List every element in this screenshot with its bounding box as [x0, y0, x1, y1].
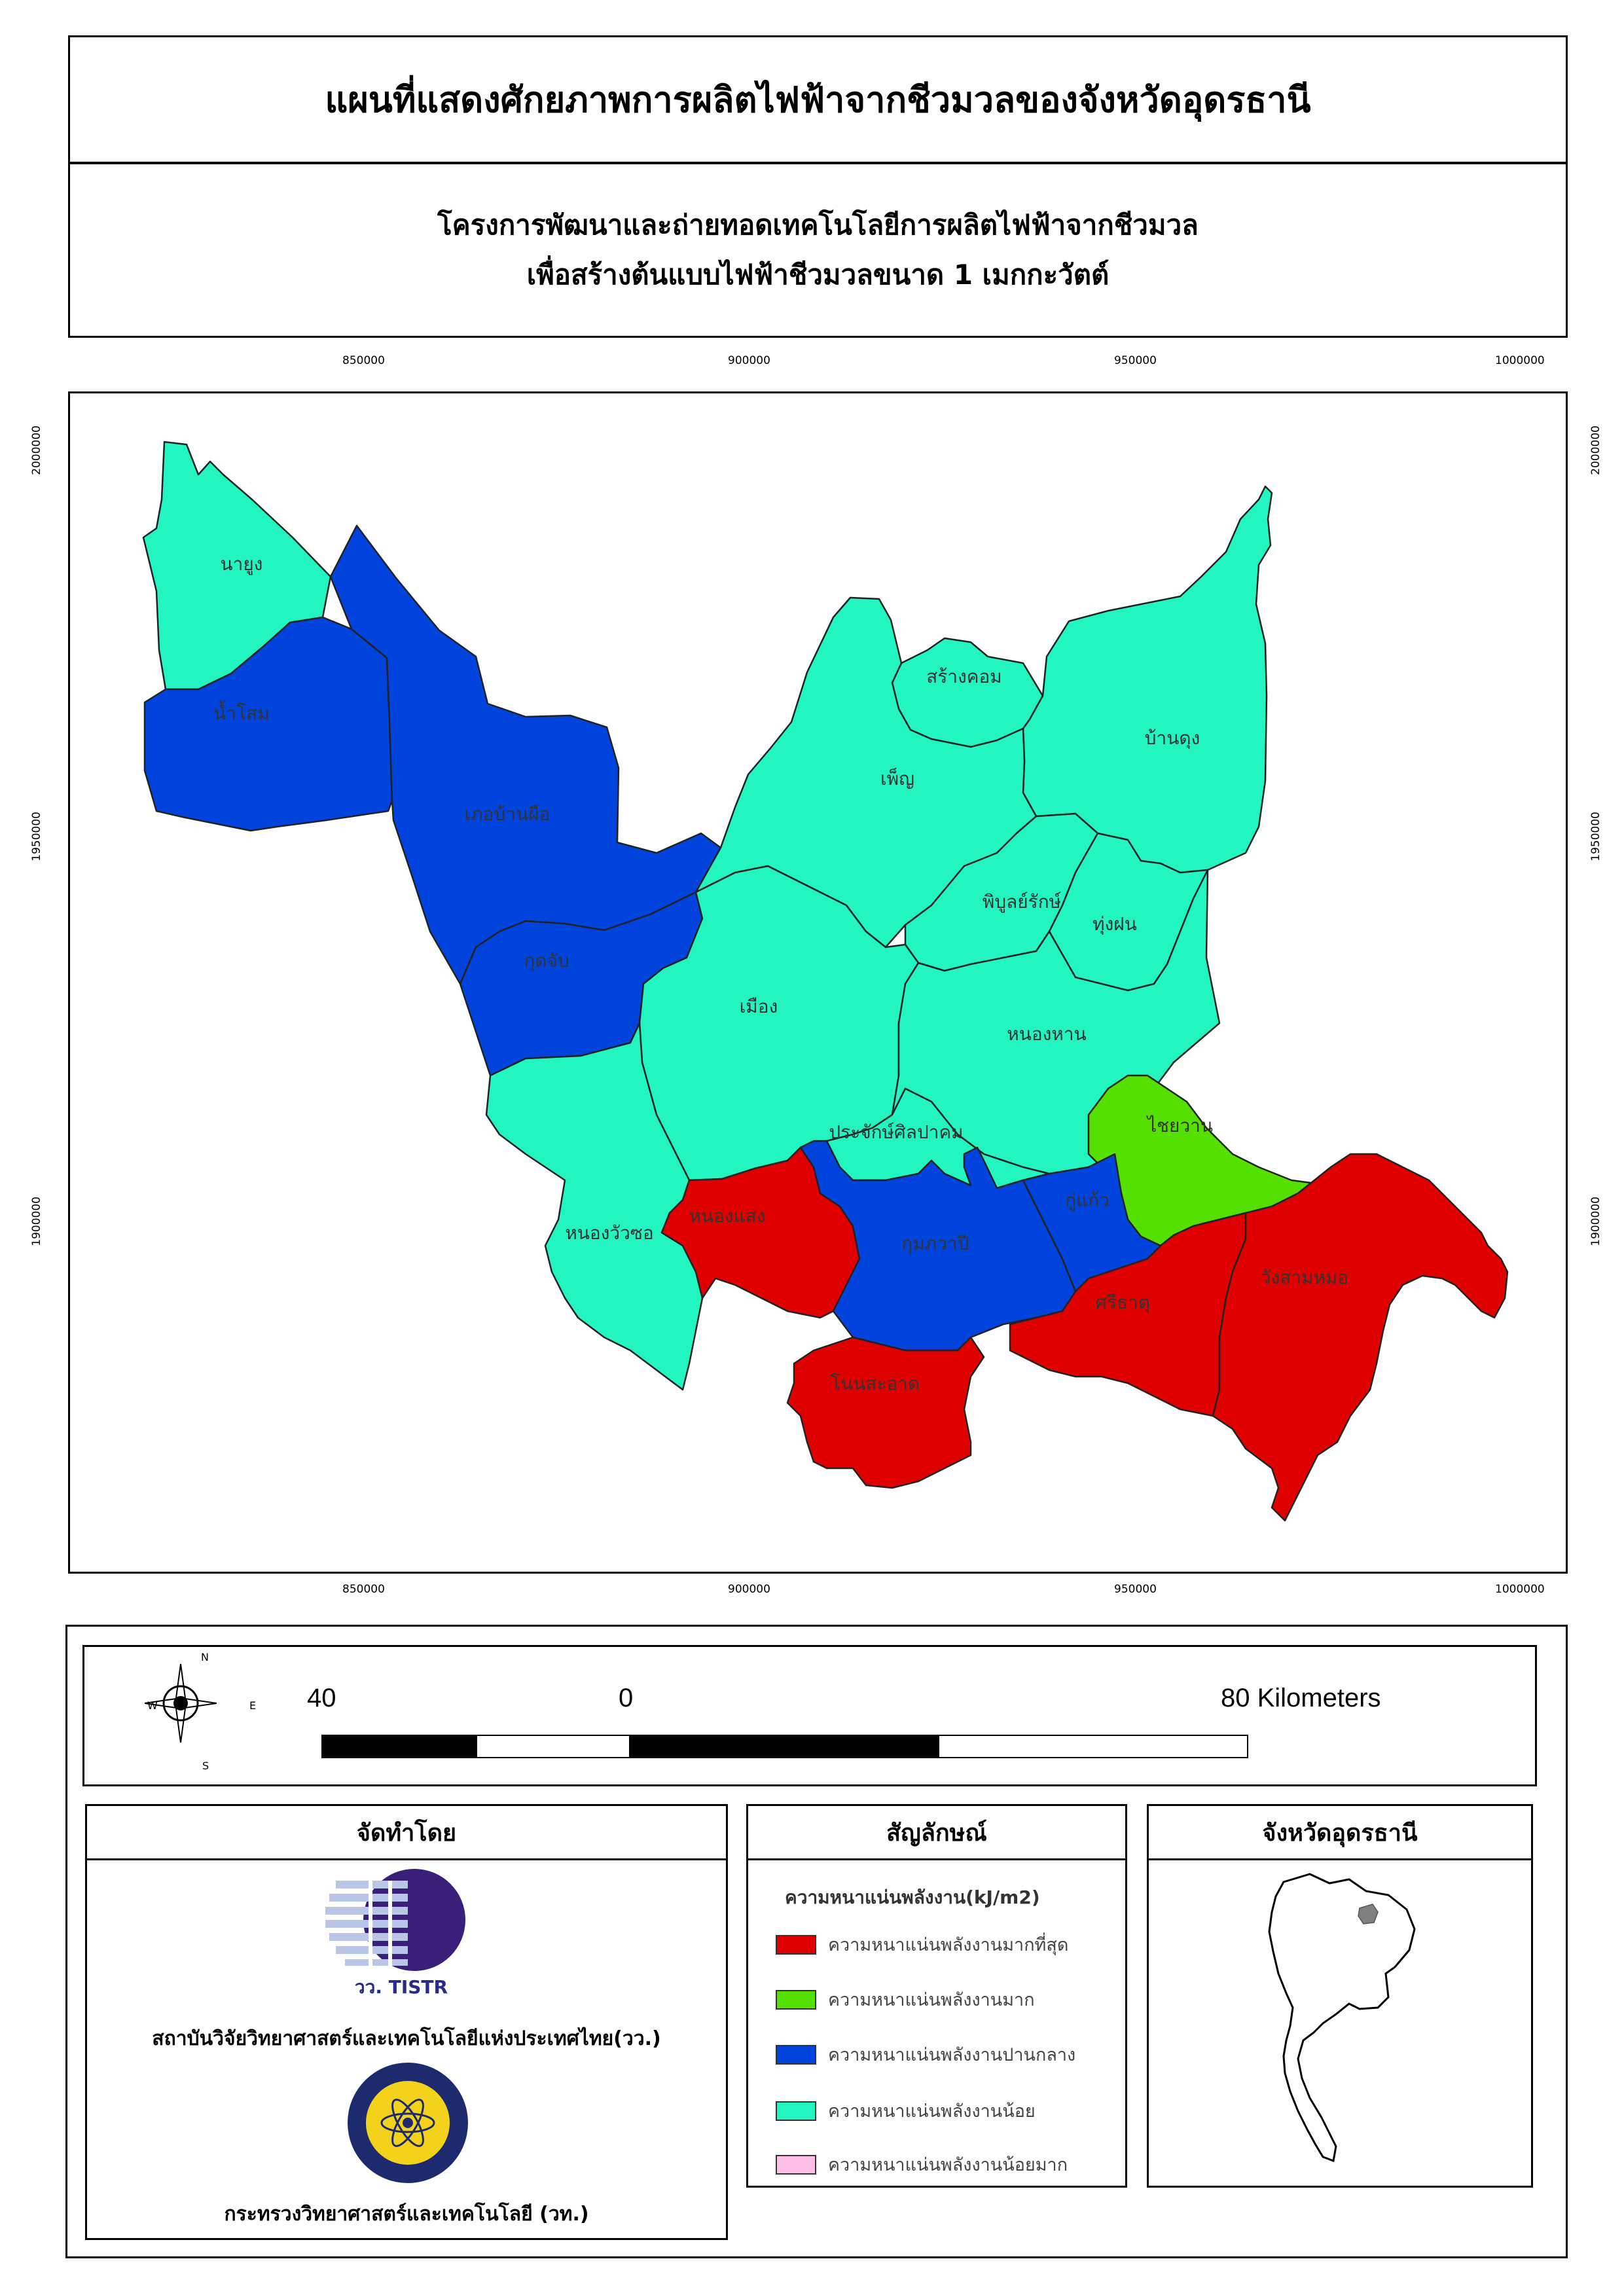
- legend-swatch: [776, 2044, 816, 2065]
- west-label: W: [147, 1699, 158, 1712]
- scale-zero-label: 0: [619, 1684, 634, 1712]
- thailand-outline: [1268, 1873, 1416, 2163]
- northing-tick-right-1950000: 1950000: [1589, 812, 1602, 861]
- district-label: กุมภวาปี: [901, 1233, 969, 1255]
- legend-heading: สัญลักษณ์: [748, 1806, 1125, 1860]
- district-label: หนองแสง: [689, 1205, 766, 1227]
- subtitle-line-1: โครงการพัฒนาและถ่ายทอดเทคโนโลยีการผลิตไฟ…: [437, 209, 1199, 241]
- udon-thani-highlight: [1358, 1904, 1379, 1925]
- northing-tick-left-1900000: 1900000: [30, 1197, 43, 1246]
- inset-heading: จังหวัดอุดรธานี: [1149, 1806, 1531, 1860]
- district-label: ประจักษ์ศิลปาคม: [829, 1121, 963, 1143]
- district-wang-sam-mo[interactable]: [1212, 1153, 1509, 1522]
- legend-item: ความหนาแน่นพลังงานน้อย: [776, 2097, 1036, 2125]
- district-label: เพ็ญ: [880, 767, 914, 789]
- district-label: ศรีธาตุ: [1095, 1292, 1150, 1314]
- district-label: เมือง: [740, 996, 778, 1017]
- legend-item: ความหนาแน่นพลังงานมากที่สุด: [776, 1930, 1068, 1959]
- district-label: สร้างคอม: [926, 666, 1002, 687]
- district-label: วังสามหมอ: [1261, 1267, 1348, 1288]
- legend-label: ความหนาแน่นพลังงานน้อยมาก: [828, 2155, 1068, 2175]
- northing-tick-left-1950000: 1950000: [30, 812, 43, 861]
- legend-swatch: [776, 2154, 816, 2175]
- district-non-sa-at[interactable]: [786, 1336, 985, 1489]
- legend-swatch: [776, 1989, 816, 2010]
- scale-panel: N S W E 40 0 80 Kilometers: [82, 1645, 1537, 1786]
- legend-label: ความหนาแน่นพลังงานปานกลาง: [828, 2045, 1076, 2065]
- easting-tick-top-900000: 900000: [728, 354, 770, 367]
- easting-tick-bottom-900000: 900000: [728, 1583, 770, 1596]
- tistr-logo-icon: วว. TISTR: [325, 1869, 465, 1998]
- map-title: แผนที่แสดงศักยภาพการผลิตไฟฟ้าจากชีวมวลขอ…: [68, 35, 1568, 164]
- district-label: บ้านดุง: [1145, 727, 1200, 750]
- ministry-seal-icon: [348, 2063, 468, 2183]
- north-label: N: [201, 1651, 209, 1663]
- inset-panel: จังหวัดอุดรธานี: [1147, 1804, 1533, 2188]
- legend-swatch: [776, 1934, 816, 1955]
- district-nong-wua-so[interactable]: [485, 1022, 704, 1391]
- legend-label: ความหนาแน่นพลังงานมากที่สุด: [828, 1935, 1069, 1955]
- subtitle-line-2: เพื่อสร้างต้นแบบไฟฟ้าชีวมวลขนาด 1 เมกกะว…: [526, 259, 1110, 291]
- district-label: เภอบ้านผือ: [465, 803, 550, 825]
- district-nam-som[interactable]: [143, 616, 393, 832]
- district-label: ไชยวาน: [1146, 1115, 1213, 1136]
- easting-tick-bottom-850000: 850000: [342, 1583, 385, 1596]
- org-tistr-name: สถาบันวิจัยวิทยาศาสตร์และเทคโนโลยีแห่งปร…: [152, 2027, 661, 2050]
- thailand-locator-map: [1268, 1873, 1416, 2163]
- legend-label: ความหนาแน่นพลังงานน้อย: [828, 2101, 1036, 2122]
- legend-label: ความหนาแน่นพลังงานมาก: [828, 1990, 1035, 2010]
- district-label: หนองวัวซอ: [565, 1222, 653, 1244]
- scale-right-label: 80 Kilometers: [1221, 1684, 1381, 1712]
- legend-item: ความหนาแน่นพลังงานมาก: [776, 1985, 1035, 2014]
- legend-subtitle: ความหนาแน่นพลังงาน(kJ/m2): [785, 1887, 1040, 1908]
- easting-tick-bottom-1000000: 1000000: [1495, 1583, 1545, 1596]
- northing-tick-right-2000000: 2000000: [1589, 425, 1602, 475]
- scale-bar: [321, 1735, 1248, 1758]
- north-arrow-icon: [145, 1663, 217, 1743]
- map-subtitle: โครงการพัฒนาและถ่ายทอดเทคโนโลยีการผลิตไฟ…: [68, 162, 1568, 338]
- south-label: S: [202, 1760, 209, 1772]
- easting-tick-top-850000: 850000: [342, 354, 385, 367]
- district-label: โนนสะอาด: [831, 1373, 920, 1394]
- legend-swatch: [776, 2101, 816, 2121]
- legend-panel: สัญลักษณ์ ความหนาแน่นพลังงาน(kJ/m2) ความ…: [746, 1804, 1127, 2188]
- easting-tick-top-950000: 950000: [1114, 354, 1157, 367]
- easting-tick-top-1000000: 1000000: [1495, 354, 1545, 367]
- east-label: E: [249, 1699, 257, 1712]
- district-label: ทุ่งฝน: [1092, 913, 1137, 935]
- district-label: นายูง: [221, 553, 263, 575]
- district-label: หนองหาน: [1007, 1023, 1086, 1045]
- producer-heading: จัดทำโดย: [87, 1806, 726, 1860]
- producer-panel: จัดทำโดย วว. TISTR สถาบันวิจัยวิทยาศาสตร…: [85, 1804, 728, 2240]
- tistr-logo-text: วว. TISTR: [355, 1976, 448, 1998]
- northing-tick-left-2000000: 2000000: [30, 425, 43, 475]
- legend-item: ความหนาแน่นพลังงานปานกลาง: [776, 2040, 1075, 2069]
- map-frame: นายูงน้ำโสมเภอบ้านผือกุดจับ สร้างคอมบ้านด…: [68, 391, 1568, 1574]
- easting-tick-bottom-950000: 950000: [1114, 1583, 1157, 1596]
- legend-item: ความหนาแน่นพลังงานน้อยมาก: [776, 2150, 1068, 2178]
- northing-tick-right-1900000: 1900000: [1589, 1197, 1602, 1246]
- district-label: กู่แก้ว: [1065, 1189, 1110, 1212]
- district-label: พิบูลย์รักษ์: [983, 891, 1062, 913]
- district-label: น้ำโสม: [213, 700, 269, 724]
- scale-left-label: 40: [307, 1684, 336, 1712]
- district-label: กุดจับ: [524, 950, 569, 972]
- org-most-name: กระทรวงวิทยาศาสตร์และเทคโนโลยี (วท.): [224, 2203, 589, 2226]
